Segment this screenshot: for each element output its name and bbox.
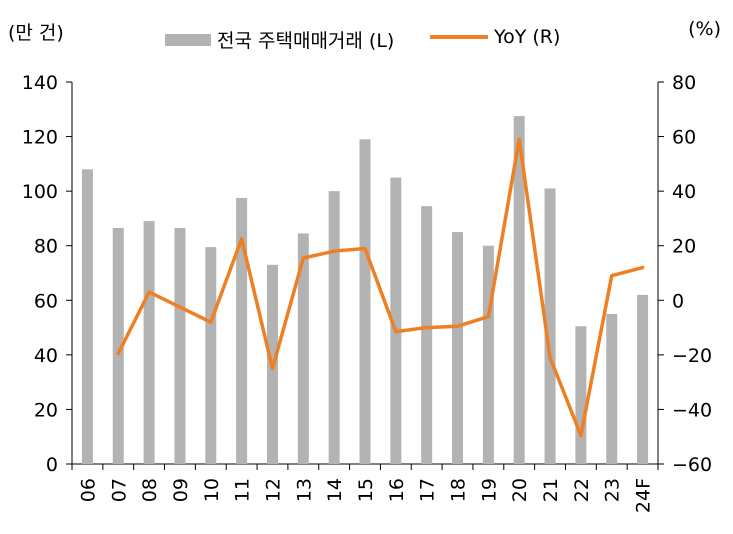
bar — [328, 191, 340, 464]
yoy-point — [209, 320, 213, 324]
bar — [143, 221, 155, 464]
right-tick-label: −20 — [672, 345, 712, 367]
legend-line-label: YoY (R) — [494, 26, 561, 48]
bar — [482, 245, 494, 464]
bar — [112, 227, 124, 464]
right-tick-label: 80 — [672, 72, 696, 94]
legend-line-swatch — [430, 35, 488, 39]
legend-line-series: YoY (R) — [430, 26, 560, 48]
bar — [606, 313, 618, 464]
x-tick-label: 10 — [201, 478, 223, 502]
yoy-point — [517, 137, 521, 141]
yoy-line — [116, 137, 645, 438]
right-tick-label: −60 — [672, 454, 712, 476]
bar — [637, 294, 649, 464]
x-tick-label: 14 — [324, 478, 346, 502]
right-tick-label: 0 — [672, 290, 684, 312]
x-tick-label: 11 — [232, 478, 254, 502]
right-tick-label: 20 — [672, 236, 696, 258]
bar — [297, 233, 309, 464]
yoy-point — [640, 265, 645, 270]
yoy-point — [579, 433, 583, 437]
x-tick-label: 15 — [355, 478, 377, 502]
x-tick-label: 19 — [478, 478, 500, 502]
right-tick-label: 60 — [672, 127, 696, 149]
left-axis-unit: (만 건) — [8, 22, 64, 44]
yoy-point — [178, 305, 182, 309]
x-tick-label: 22 — [571, 478, 593, 502]
legend-bar-series: 전국 주택매매거래 (L) — [165, 26, 394, 53]
yoy-point — [116, 351, 120, 356]
x-tick-label: 20 — [509, 478, 531, 502]
bar — [390, 177, 402, 464]
bar — [81, 169, 93, 465]
yoy-point — [486, 315, 490, 319]
bar — [544, 188, 556, 464]
left-tick-label: 20 — [34, 399, 58, 421]
x-tick-label: 12 — [262, 478, 284, 502]
left-tick-label: 0 — [46, 454, 58, 476]
legend-bar-swatch — [165, 33, 211, 46]
x-tick-label: 13 — [293, 478, 315, 502]
x-tick-label: 16 — [386, 478, 408, 502]
x-tick-label: 07 — [108, 478, 130, 502]
left-tick-label: 140 — [22, 72, 58, 94]
x-tick-label: 23 — [602, 478, 624, 502]
bar — [575, 326, 587, 464]
yoy-point — [455, 324, 460, 328]
right-tick-label: 40 — [672, 181, 696, 203]
right-tick-label: −40 — [672, 399, 712, 421]
left-tick-label: 80 — [34, 236, 58, 258]
left-tick-label: 60 — [34, 290, 58, 312]
x-tick-label: 08 — [139, 478, 161, 502]
yoy-point — [147, 290, 151, 294]
bar — [174, 227, 186, 464]
yoy-point — [270, 366, 275, 371]
bar — [513, 116, 525, 464]
yoy-point — [548, 355, 552, 360]
yoy-point — [332, 249, 336, 253]
yoy-point — [394, 330, 398, 334]
left-tick-label: 100 — [22, 181, 58, 203]
bar — [452, 232, 464, 464]
yoy-point — [425, 325, 429, 330]
x-tick-label: 17 — [417, 478, 439, 502]
right-axis-unit: (%) — [688, 18, 721, 40]
bar — [359, 139, 371, 465]
bar — [236, 197, 248, 464]
x-tick-label: 24F — [633, 478, 655, 513]
left-tick-label: 40 — [34, 345, 58, 367]
bar — [205, 247, 217, 464]
legend-bar-label: 전국 주택매매거래 (L) — [217, 30, 395, 52]
yoy-point — [240, 237, 244, 241]
yoy-point — [363, 246, 367, 251]
x-tick-label: 18 — [448, 478, 470, 502]
yoy-point — [301, 256, 305, 260]
yoy-point — [610, 274, 614, 278]
left-tick-label: 120 — [22, 127, 58, 149]
x-tick-label: 06 — [77, 478, 99, 502]
x-tick-label: 09 — [170, 478, 192, 502]
x-tick-label: 21 — [540, 478, 562, 502]
bar — [421, 206, 433, 464]
